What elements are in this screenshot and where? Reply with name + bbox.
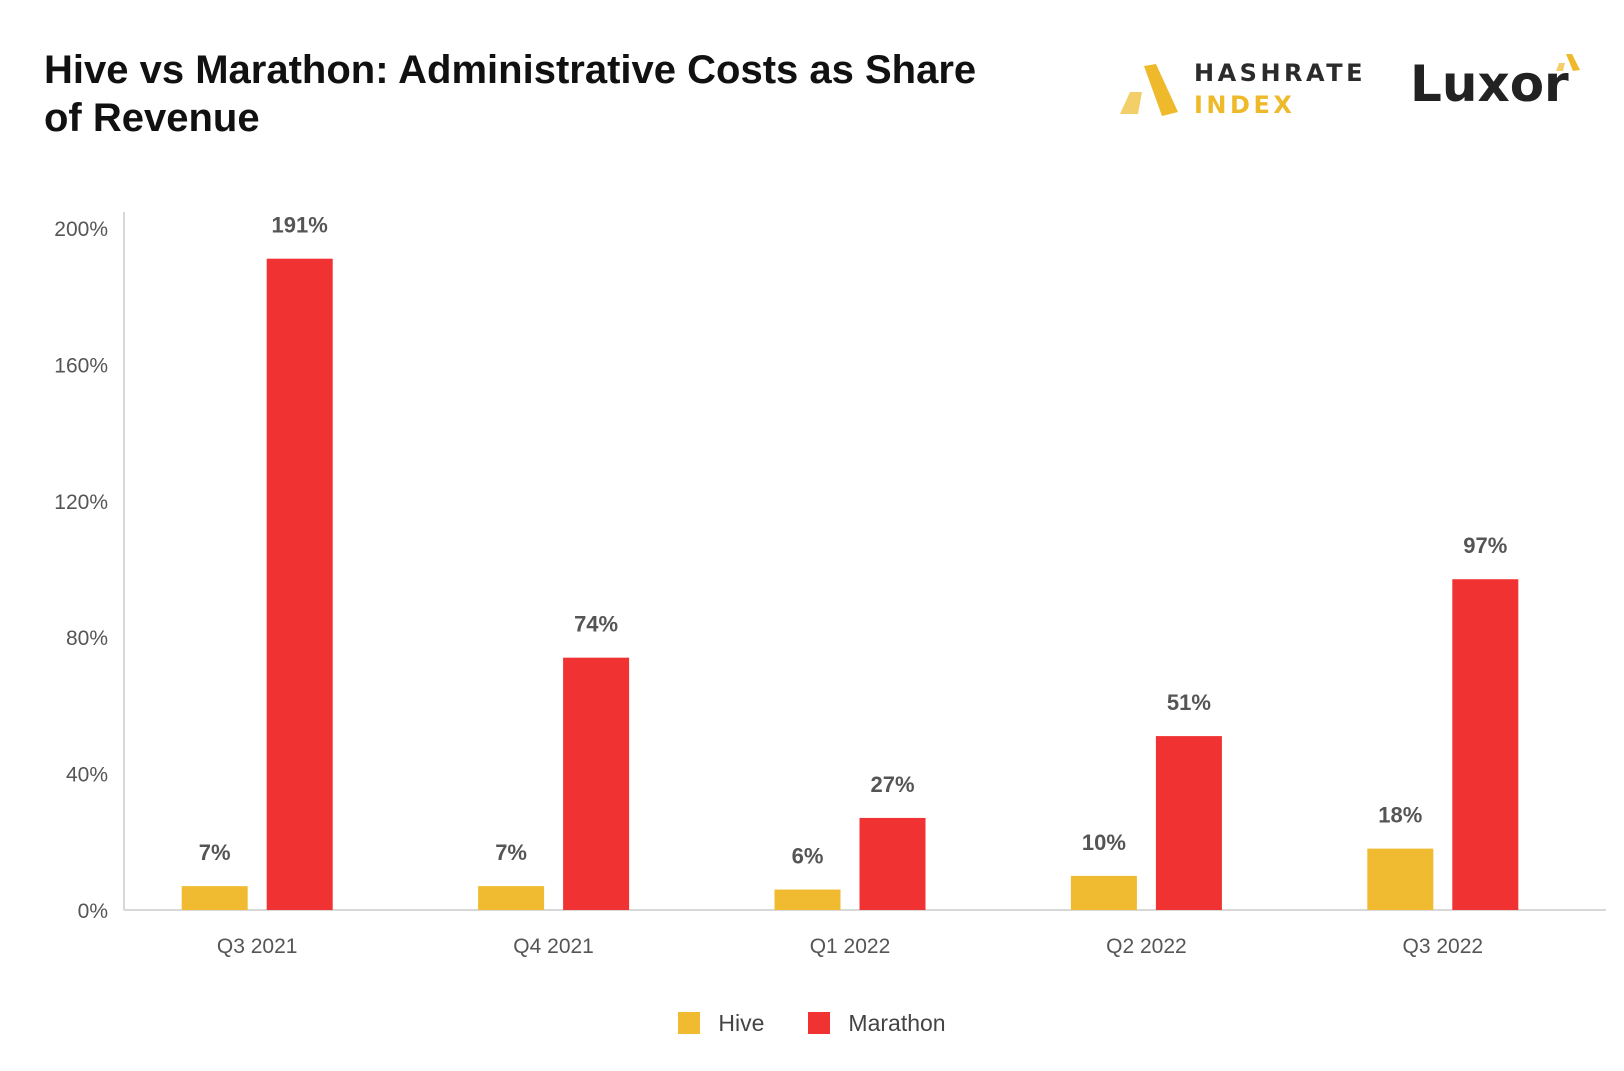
legend-label-hive: Hive	[718, 1009, 765, 1036]
data-label-marathon: 51%	[1167, 690, 1211, 715]
legend-label-marathon: Marathon	[848, 1009, 946, 1036]
y-tick-label: 120%	[54, 491, 108, 514]
data-label-hive: 6%	[792, 844, 824, 869]
luxor-logo-text: Luxor	[1410, 55, 1569, 113]
x-tick-label: Q4 2021	[513, 935, 594, 958]
bar-hive	[1070, 875, 1137, 910]
data-label-marathon: 191%	[272, 213, 328, 238]
chart-legend: Hive Marathon	[0, 1006, 1624, 1040]
x-tick-label: Q3 2021	[217, 935, 298, 958]
data-label-hive: 7%	[495, 840, 527, 865]
bar-marathon	[1452, 579, 1519, 910]
bar-marathon	[1155, 736, 1222, 910]
data-label-hive: 10%	[1082, 830, 1126, 855]
bar-hive	[181, 886, 248, 910]
data-label-hive: 7%	[199, 840, 231, 865]
bar-marathon	[859, 817, 926, 910]
legend-swatch-hive	[678, 1012, 701, 1034]
bar-hive	[774, 889, 841, 910]
bar-hive	[478, 886, 545, 910]
y-tick-label: 40%	[66, 764, 108, 787]
legend-item-marathon[interactable]: Marathon	[808, 1009, 946, 1037]
legend-item-hive[interactable]: Hive	[678, 1010, 764, 1037]
bar-marathon	[563, 657, 630, 910]
index-logo-text: INDEX	[1194, 91, 1296, 119]
hashrate-logo-text: HASHRATE	[1194, 59, 1366, 87]
data-label-marathon: 97%	[1463, 533, 1507, 558]
data-label-hive: 18%	[1378, 803, 1422, 828]
bar-chart: 0% 40% 80% 120% 160% 200% 7% 191% Q3 2021 7% 74% Q4…	[54, 212, 1606, 958]
y-tick-label: 200%	[54, 218, 108, 241]
y-tick-label: 80%	[66, 627, 108, 650]
luxor-logo: Luxor	[1410, 50, 1590, 120]
legend-swatch-marathon	[808, 1012, 831, 1034]
bar-hive	[1367, 848, 1434, 910]
data-label-marathon: 74%	[574, 612, 618, 637]
x-tick-label: Q2 2022	[1106, 935, 1187, 958]
x-tick-label: Q3 2022	[1403, 935, 1484, 958]
luxor-logo-icon	[1556, 54, 1580, 71]
hashrate-index-logo: HASHRATE INDEX	[1116, 56, 1366, 126]
y-tick-label: 160%	[54, 354, 108, 377]
bar-marathon	[266, 258, 333, 910]
x-tick-label: Q1 2022	[810, 935, 891, 958]
y-tick-label: 0%	[78, 900, 108, 923]
hashrate-index-logo-icon	[1120, 64, 1178, 116]
data-label-marathon: 27%	[870, 772, 914, 797]
chart-title: Hive vs Marathon: Administrative Costs a…	[44, 48, 977, 140]
